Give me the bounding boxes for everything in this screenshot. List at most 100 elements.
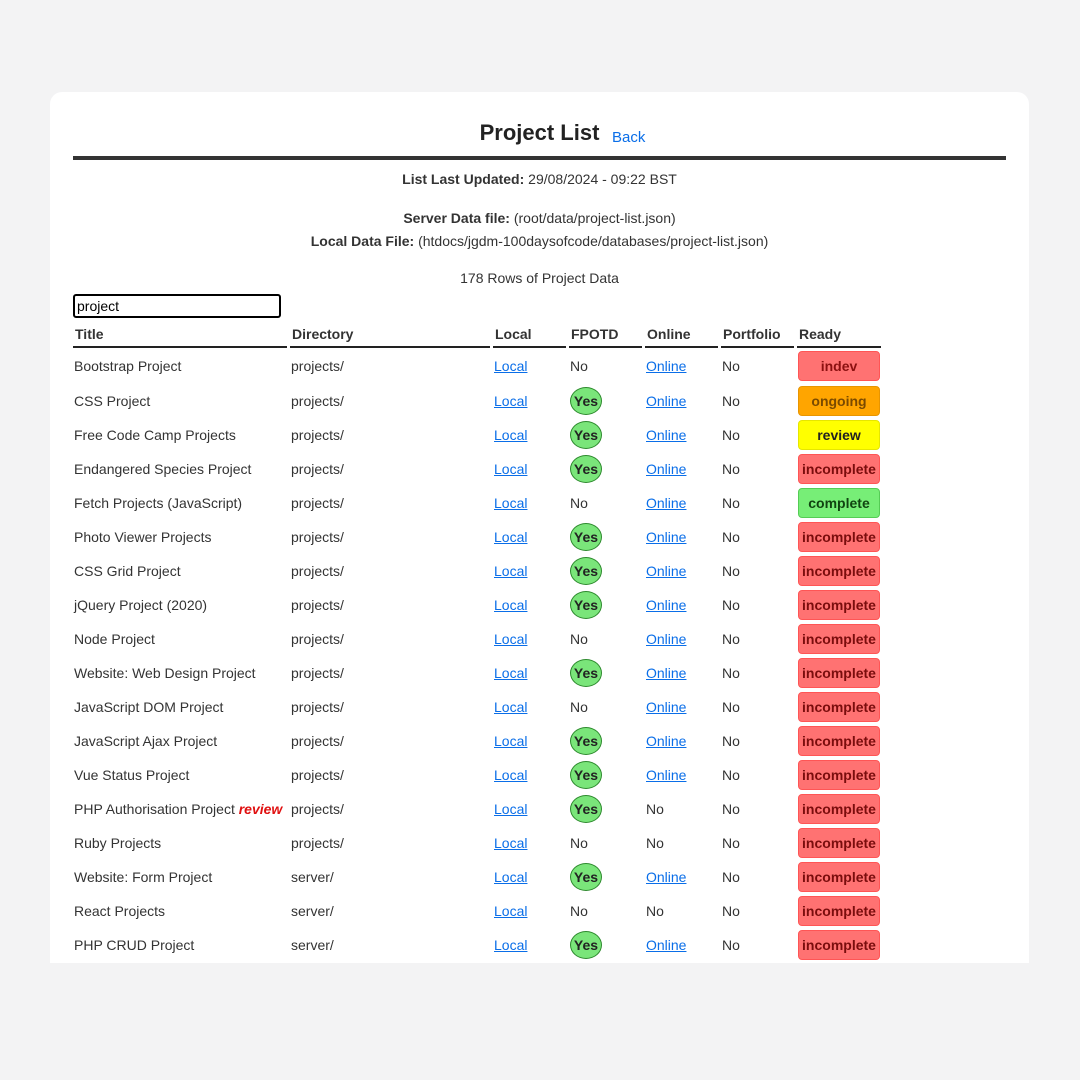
fpotd-yes-badge: Yes [570, 795, 602, 823]
column-header-online[interactable]: Online [645, 321, 718, 348]
local-link[interactable]: Local [494, 358, 528, 374]
cell-fpotd: Yes [569, 724, 642, 758]
cell-portfolio: No [722, 767, 740, 783]
back-link[interactable]: Back [612, 129, 646, 146]
local-link[interactable]: Local [494, 937, 528, 953]
cell-online: Online [645, 656, 718, 690]
local-link[interactable]: Local [494, 903, 528, 919]
cell-fpotd: Yes [569, 520, 642, 554]
cell-title: Node Project [73, 622, 287, 656]
local-link[interactable]: Local [494, 665, 528, 681]
online-link[interactable]: Online [646, 631, 687, 647]
cell-fpotd: Yes [569, 384, 642, 418]
ready-status-badge: incomplete [798, 760, 880, 790]
local-link[interactable]: Local [494, 733, 528, 749]
cell-online: Online [645, 452, 718, 486]
table-row: React Projects server/Local No No No incomple… [73, 894, 881, 928]
project-title: jQuery Project (2020) [74, 597, 208, 613]
page-title: Project List [479, 120, 600, 145]
column-header-portfolio[interactable]: Portfolio [721, 321, 794, 348]
table-row: Fetch Projects (JavaScript) projects/Loca… [73, 486, 881, 520]
cell-ready: incomplete [797, 860, 881, 894]
local-link[interactable]: Local [494, 597, 528, 613]
local-link[interactable]: Local [494, 869, 528, 885]
fpotd-yes-badge: Yes [570, 863, 602, 891]
cell-local: Local [493, 826, 566, 860]
page-header: Project List Back [73, 112, 1006, 160]
ready-status-badge: ongoing [798, 386, 880, 416]
online-link[interactable]: Online [646, 767, 687, 783]
local-link[interactable]: Local [494, 393, 528, 409]
column-header-directory[interactable]: Directory [290, 321, 490, 348]
online-link[interactable]: Online [646, 495, 687, 511]
local-link[interactable]: Local [494, 767, 528, 783]
cell-ready: incomplete [797, 520, 881, 554]
cell-fpotd: Yes [569, 588, 642, 622]
online-link[interactable]: Online [646, 665, 687, 681]
cell-online: Online [645, 418, 718, 452]
search-input[interactable] [73, 294, 281, 318]
table-row: Website: Form Project server/Local Yes Onli… [73, 860, 881, 894]
cell-local: Local [493, 384, 566, 418]
online-link[interactable]: Online [646, 563, 687, 579]
cell-online: Online [645, 860, 718, 894]
online-link[interactable]: Online [646, 733, 687, 749]
local-link[interactable]: Local [494, 529, 528, 545]
local-link[interactable]: Local [494, 495, 528, 511]
local-link[interactable]: Local [494, 563, 528, 579]
column-header-local[interactable]: Local [493, 321, 566, 348]
cell-title: Endangered Species Project [73, 452, 287, 486]
local-link[interactable]: Local [494, 699, 528, 715]
ready-status-badge: indev [798, 351, 880, 381]
column-header-title[interactable]: Title [73, 321, 287, 348]
fpotd-yes-badge: Yes [570, 727, 602, 755]
table-row: Endangered Species Project projects/Local… [73, 452, 881, 486]
cell-portfolio: No [722, 665, 740, 681]
project-title: Ruby Projects [74, 835, 162, 851]
cell-online: Online [645, 384, 718, 418]
online-link[interactable]: Online [646, 869, 687, 885]
table-row: Vue Status Project projects/Local Yes Onlin… [73, 758, 881, 792]
cell-directory: projects/ [291, 699, 344, 715]
online-link[interactable]: Online [646, 427, 687, 443]
local-data-value: (htdocs/jgdm-100daysofcode/databases/pro… [418, 233, 769, 249]
cell-directory: projects/ [291, 835, 344, 851]
fpotd-yes-badge: Yes [570, 591, 602, 619]
table-row: jQuery Project (2020) projects/Local Yes On… [73, 588, 881, 622]
online-link[interactable]: Online [646, 529, 687, 545]
table-header-row: Title Directory Local FPOTD Online Portf… [73, 321, 881, 348]
column-header-ready[interactable]: Ready [797, 321, 881, 348]
local-link[interactable]: Local [494, 835, 528, 851]
cell-ready: incomplete [797, 928, 881, 962]
online-link[interactable]: Online [646, 393, 687, 409]
cell-local: Local [493, 588, 566, 622]
cell-portfolio: No [722, 427, 740, 443]
cell-fpotd: Yes [569, 452, 642, 486]
column-header-fpotd[interactable]: FPOTD [569, 321, 642, 348]
cell-portfolio: No [722, 801, 740, 817]
online-link[interactable]: Online [646, 461, 687, 477]
online-link[interactable]: Online [646, 358, 687, 374]
local-link[interactable]: Local [494, 461, 528, 477]
online-link[interactable]: Online [646, 597, 687, 613]
last-updated-label: List Last Updated: [402, 171, 525, 187]
cell-local: Local [493, 452, 566, 486]
cell-portfolio: No [722, 529, 740, 545]
fpotd-yes-badge: Yes [570, 523, 602, 551]
cell-fpotd: Yes [569, 554, 642, 588]
local-link[interactable]: Local [494, 801, 528, 817]
online-link[interactable]: Online [646, 699, 687, 715]
cell-ready: incomplete [797, 894, 881, 928]
cell-directory: server/ [291, 869, 334, 885]
cell-directory: projects/ [291, 461, 344, 477]
cell-directory: projects/ [291, 529, 344, 545]
ready-status-badge: incomplete [798, 726, 880, 756]
cell-online: Online [645, 622, 718, 656]
cell-local: Local [493, 928, 566, 962]
local-link[interactable]: Local [494, 427, 528, 443]
project-title: Photo Viewer Projects [74, 529, 212, 545]
cell-directory: projects/ [291, 393, 344, 409]
project-title: Node Project [74, 631, 155, 647]
online-link[interactable]: Online [646, 937, 687, 953]
local-link[interactable]: Local [494, 631, 528, 647]
